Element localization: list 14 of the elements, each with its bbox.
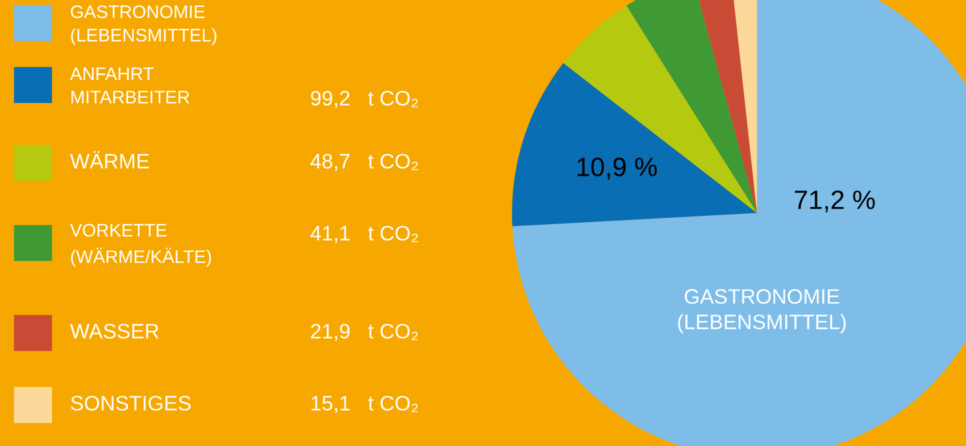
text: 41,1 t CO₂ [310, 226, 418, 244]
legend-label: VORKETTE (WÄRME/KÄLTE) [70, 224, 211, 267]
legend-label: WÄRME [70, 150, 149, 168]
text: 48,7 t CO₂ [310, 154, 418, 172]
data-label: 71,2 % [794, 190, 875, 212]
legend-label: ANFAHRT MITARBEITER [70, 68, 190, 104]
text: 99,2 t CO₂ [310, 90, 418, 108]
legend-label: SONSTIGES [70, 396, 191, 411]
slice-label: GASTRONOMIE (LEBENSMITTEL) [678, 289, 846, 334]
text: 21,9 t CO₂ [311, 324, 418, 342]
legend-label: WASSER [70, 324, 159, 339]
data-label: 10,9 % [578, 158, 657, 180]
text: 15,1 t CO₂ [312, 396, 418, 414]
legend-label: GASTRONOMIE (LEBENSMITTEL) [70, 5, 216, 46]
